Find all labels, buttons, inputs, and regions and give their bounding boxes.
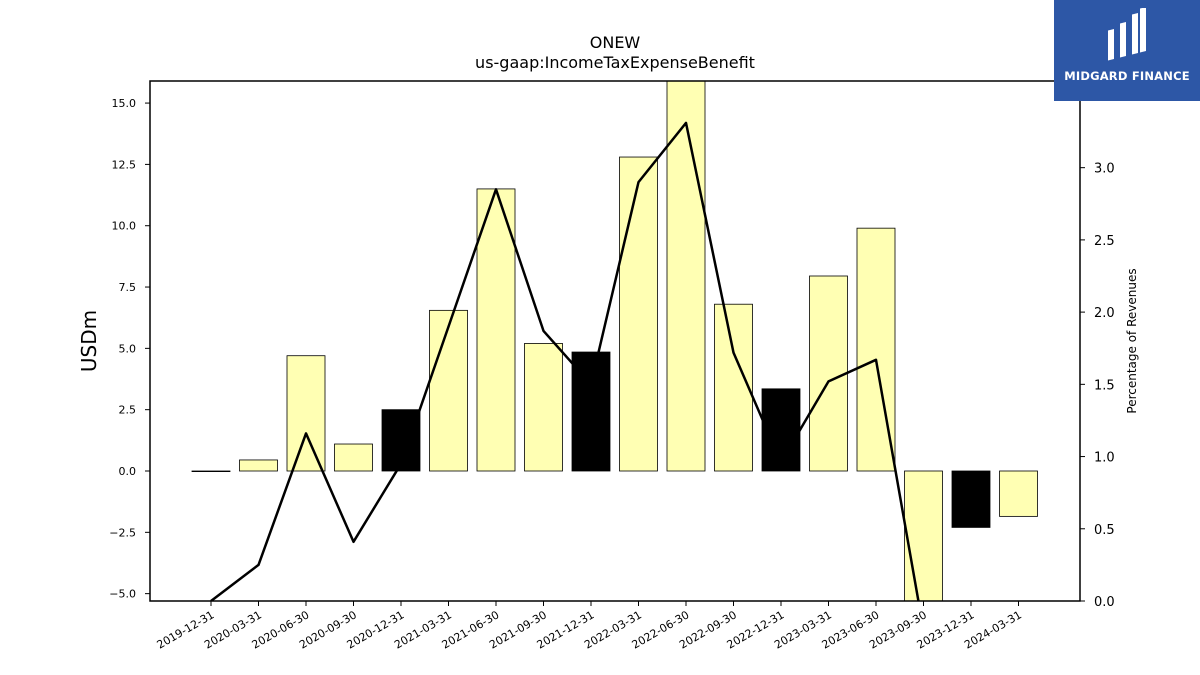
bars-layer <box>191 81 1038 601</box>
bar-2022-03-31 <box>619 156 658 472</box>
midgard-finance-logo: MIDGARD FINANCE <box>1054 0 1200 101</box>
bar-2020-03-31 <box>239 459 278 472</box>
bar-2020-09-30 <box>334 443 373 472</box>
y-axis-label: USDm <box>77 310 101 372</box>
bar-2022-09-30 <box>714 303 753 472</box>
bar-2024-03-31 <box>999 470 1038 517</box>
bar-2021-09-30 <box>524 343 563 472</box>
left-axis: −5.0 −2.5 0.0 2.5 5.0 7.5 10.0 12.5 15.0 <box>109 97 150 601</box>
x-axis: 2019-12-312020-03-312020-06-302020-09-30… <box>155 601 1024 652</box>
left-tick-label: 2.5 <box>119 404 137 417</box>
y2-axis-label: Percentage of Revenues <box>1125 268 1139 413</box>
left-tick-label: 15.0 <box>112 97 137 110</box>
chart-subtitle: us-gaap:IncomeTaxExpenseBenefit <box>475 53 755 72</box>
midgard-logo-icon <box>1108 8 1146 61</box>
plot-frame <box>149 80 1081 602</box>
chart-title: ONEW <box>590 33 641 52</box>
right-tick-label: 0.0 <box>1094 595 1115 610</box>
left-tick-label: 7.5 <box>119 281 137 294</box>
series-line-percentage <box>210 121 920 601</box>
right-tick-label: 2.0 <box>1094 306 1115 321</box>
left-tick-label: −2.5 <box>109 526 136 539</box>
bar-2021-03-31 <box>429 309 468 472</box>
left-tick-label: 12.5 <box>112 158 137 171</box>
left-tick-label: 10.0 <box>112 220 137 233</box>
right-axis: 0.0 0.5 1.0 1.5 2.0 2.5 3.0 <box>1080 162 1115 610</box>
right-tick-label: 1.0 <box>1094 451 1115 466</box>
bar-2021-06-30 <box>476 188 516 472</box>
bar-2022-06-30 <box>666 81 706 472</box>
bar-2023-12-31 <box>951 470 991 528</box>
right-tick-label: 1.5 <box>1094 378 1115 393</box>
right-tick-label: 3.0 <box>1094 162 1115 177</box>
logo-text: MIDGARD FINANCE <box>1064 69 1190 83</box>
bar-2023-09-30 <box>904 470 943 601</box>
left-tick-label: 0.0 <box>119 465 137 478</box>
bar-2019-12-31 <box>191 470 231 473</box>
left-tick-label: −5.0 <box>109 588 136 601</box>
right-tick-label: 0.5 <box>1094 523 1115 538</box>
right-tick-label: 2.5 <box>1094 234 1115 249</box>
left-tick-label: 5.0 <box>119 342 137 355</box>
bar-2023-03-31 <box>809 275 848 472</box>
bar-2020-06-30 <box>286 355 326 472</box>
line-layer <box>210 121 920 601</box>
